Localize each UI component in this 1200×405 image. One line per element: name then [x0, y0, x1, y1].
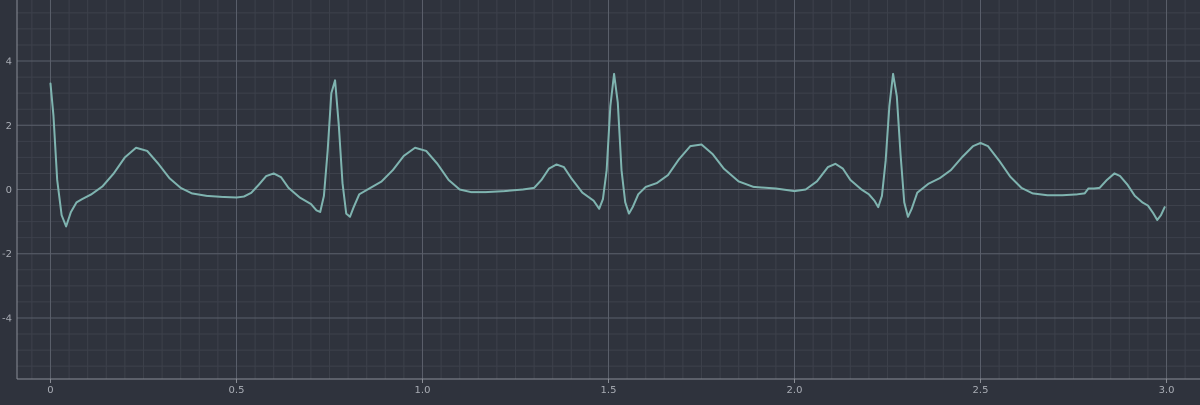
y-tick-label: -4	[2, 313, 12, 324]
major-grid	[17, 0, 1200, 379]
x-tick-label: 2.5	[973, 385, 989, 396]
y-tick-label: 2	[6, 121, 12, 132]
y-tick-label: 4	[6, 57, 12, 68]
x-tick-label: 1.0	[415, 385, 431, 396]
x-tick-label: 0.5	[229, 385, 245, 396]
y-axis-ticks: -4 -2 0 2 4	[2, 57, 12, 325]
ecg-series-line	[49, 72, 1166, 228]
x-tick-label: 2.0	[787, 385, 803, 396]
y-tick-label: -2	[2, 249, 12, 260]
y-tick-label: 0	[6, 185, 12, 196]
x-axis-ticks: 0 0.5 1.0 1.5 2.0 2.5 3.0	[47, 379, 1174, 396]
x-tick-label: 0	[47, 385, 53, 396]
x-tick-label: 1.5	[601, 385, 617, 396]
series-layer	[49, 72, 1166, 228]
x-tick-label: 3.0	[1159, 385, 1175, 396]
